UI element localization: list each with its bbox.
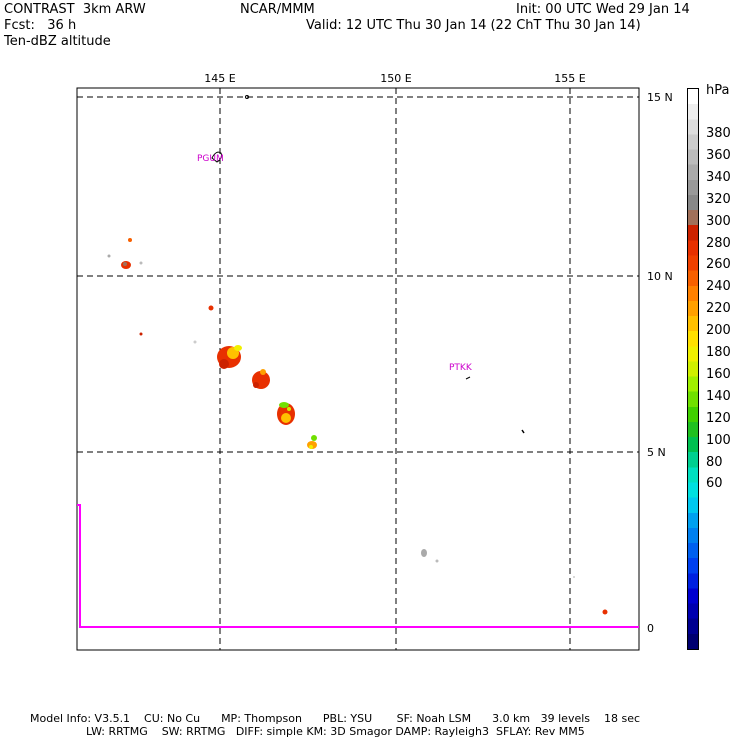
map-frame [76, 87, 640, 651]
colorbar-tick-label: 180 [706, 345, 731, 360]
institution-label: NCAR/MMM [240, 2, 315, 17]
pohnpei-outline [521, 429, 525, 434]
echo-cluster-a [193, 305, 242, 369]
model-info-line2: LW: RRTMG SW: RRTMG DIFF: simple KM: 3D … [30, 725, 585, 738]
lat-label-15: 15 N [647, 91, 673, 104]
lon-label-145: 145 E [204, 72, 235, 85]
colorbar-gradient [688, 89, 698, 649]
colorbar [687, 88, 699, 650]
colorbar-tick-label: 300 [706, 213, 731, 229]
init-time: Init: 00 UTC Wed 29 Jan 14 [516, 2, 690, 17]
chuuk-outline [465, 376, 471, 380]
lon-label-150: 150 E [380, 72, 411, 85]
colorbar-tick-label: 120 [706, 410, 731, 426]
colorbar-tick-label: 80 [706, 454, 723, 470]
forecast-hour: Fcst: 36 h [4, 18, 77, 33]
island-outline [245, 95, 249, 99]
colorbar-tick-label: 100 [706, 432, 731, 448]
colorbar-tick-label: 200 [706, 323, 731, 339]
colorbar-tick-label: 240 [706, 279, 731, 295]
colorbar-tick-label: 160 [706, 366, 731, 382]
field-name: Ten-dBZ altitude [4, 34, 111, 49]
lon-label-155: 155 E [554, 72, 585, 85]
echo-cluster-c [277, 402, 295, 425]
model-info-line1: Model Info: V3.5.1 CU: No Cu MP: Thompso… [30, 712, 641, 725]
model-title: CONTRAST 3km ARW [4, 2, 146, 17]
colorbar-tick-label: 260 [706, 257, 731, 273]
valid-time: Valid: 12 UTC Thu 30 Jan 14 (22 ChT Thu … [306, 18, 641, 33]
inset-zero-label: 0 [647, 622, 654, 635]
colorbar-tick-label: 360 [706, 147, 731, 163]
lat-label-5: 5 N [647, 446, 666, 459]
station-pgum: PGUM [197, 154, 224, 164]
echo-cluster-nw [107, 238, 143, 336]
colorbar-tick-label: 280 [706, 235, 731, 251]
echo-cluster-se [421, 549, 608, 615]
colorbar-tick-label: 140 [706, 388, 731, 404]
colorbar-tick-label: 60 [706, 476, 723, 492]
colorbar-tick-label: 340 [706, 169, 731, 185]
echo-cluster-d [307, 435, 317, 449]
guam-outline [211, 151, 222, 163]
colorbar-tick-label: 380 [706, 126, 731, 141]
inset-time-series-line [77, 504, 639, 628]
colorbar-tick-label: 320 [706, 191, 731, 207]
colorbar-tick-label: 220 [706, 301, 731, 317]
colorbar-unit: hPa [706, 83, 730, 98]
station-ptkk: PTKK [449, 363, 473, 373]
echo-cluster-b [252, 369, 270, 389]
grid-lines [77, 88, 639, 650]
lat-label-10: 10 N [647, 270, 673, 283]
